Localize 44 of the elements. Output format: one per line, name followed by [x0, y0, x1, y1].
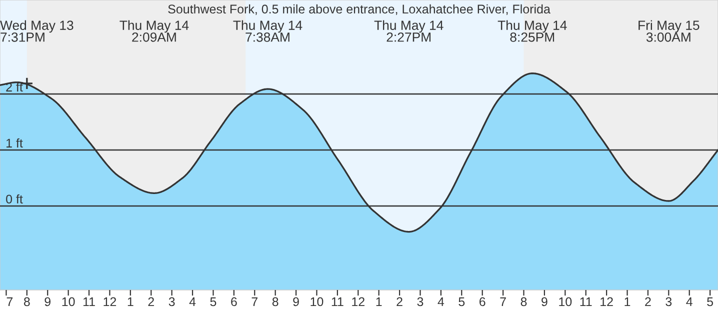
x-tick-label: 12	[600, 297, 613, 306]
x-tick-label: 12	[104, 297, 116, 306]
x-tick-label: 9	[293, 297, 299, 306]
annotation: Thu May 14 2:27PM	[374, 20, 444, 42]
x-tick-label: 10	[310, 297, 324, 306]
x-tick-label: 7	[6, 297, 13, 306]
annotation: Thu May 14 2:09AM	[120, 20, 189, 42]
x-tick-label: 5	[210, 297, 216, 306]
annotation: Thu May 14 7:38AM	[233, 20, 302, 42]
x-tick-label: 9	[542, 297, 548, 306]
x-tick-label: 7	[252, 297, 258, 306]
x-tick-label: 12	[352, 297, 364, 306]
x-tick-label: 8	[520, 297, 527, 306]
x-tick-label: 10	[62, 297, 75, 306]
x-tick-label: 7	[500, 297, 506, 306]
x-tick-label: 8	[272, 297, 278, 306]
x-tick-label: 4	[189, 297, 196, 306]
x-tick-label: 11	[83, 297, 95, 306]
y-tick-label: 0 ft	[6, 194, 23, 204]
x-tick-label: 11	[332, 297, 344, 306]
x-tick-label: 3	[168, 297, 175, 306]
x-tick-label: 1	[128, 297, 134, 306]
x-tick-label: 6	[480, 297, 486, 306]
x-tick-label: 6	[231, 297, 237, 306]
x-tick-label: 11	[580, 297, 592, 306]
chart-title: Southwest Fork, 0.5 mile above entrance, Loxahatchee River, Florida	[168, 4, 550, 16]
x-tick-label: 10	[559, 297, 572, 306]
x-tick-label: 9	[44, 297, 50, 306]
x-tick-label: 4	[438, 297, 444, 306]
annotation: Thu May 14 8:25PM	[498, 20, 567, 42]
x-tick-label: 1	[624, 297, 630, 306]
x-tick-label: 3	[417, 297, 424, 306]
annotation: Wed May 13 7:31PM	[0, 20, 74, 42]
y-tick-label: 1 ft	[6, 138, 23, 148]
x-tick-label: 3	[666, 297, 672, 306]
x-tick-label: 5	[458, 297, 465, 306]
annotation: Fri May 15 3:00AM	[638, 20, 700, 42]
x-tick-label: 2	[645, 297, 651, 306]
x-tick-label: 1	[376, 297, 382, 306]
x-tick-label: 2	[396, 297, 402, 306]
x-tick-label: 4	[686, 297, 692, 306]
x-tick-label: 2	[148, 297, 154, 306]
x-tick-label: 5	[707, 297, 714, 306]
x-tick-label: 8	[24, 297, 30, 306]
